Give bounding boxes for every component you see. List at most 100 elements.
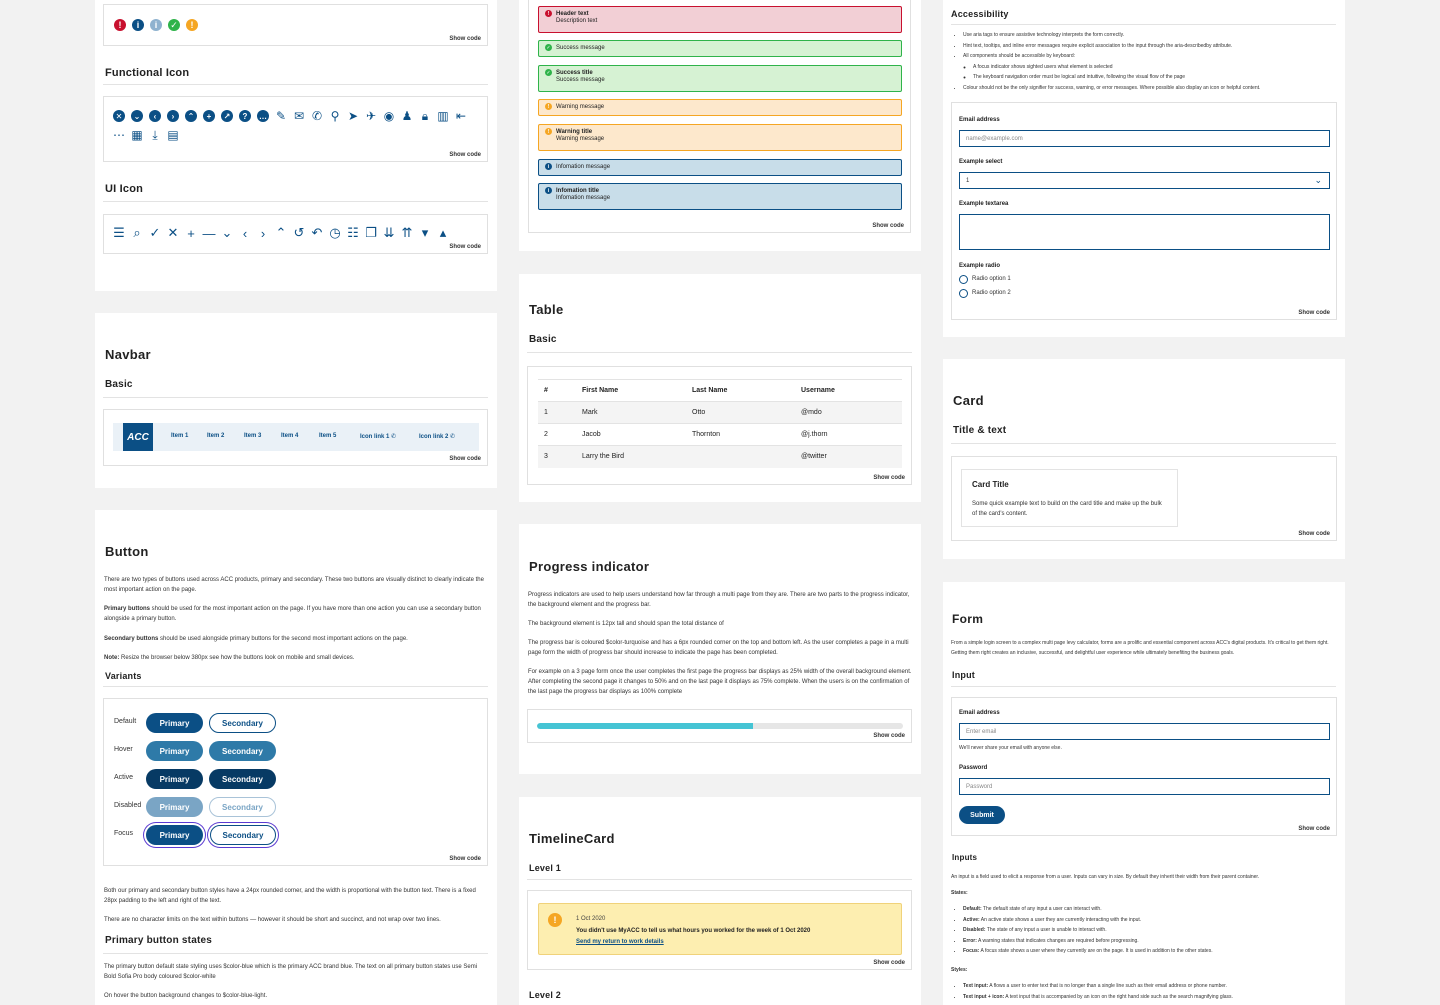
- accessibility-form-box: Email address name@example.com Example s…: [951, 102, 1337, 320]
- show-code-link[interactable]: Show code: [1298, 826, 1330, 832]
- primary-button-disabled[interactable]: Primary: [146, 797, 203, 817]
- show-code-link[interactable]: Show code: [872, 223, 904, 229]
- secondary-button-default[interactable]: Secondary: [209, 713, 276, 733]
- alert-text: Success message: [556, 45, 605, 52]
- timeline-level1: Level 1: [529, 863, 561, 873]
- list-item: Text input + icon: A text input that is …: [963, 992, 1339, 1003]
- show-code-link[interactable]: Show code: [449, 456, 481, 462]
- table-cell: Mark: [576, 401, 686, 424]
- submit-button[interactable]: Submit: [959, 806, 1005, 824]
- chevron-left-icon: ‹: [242, 225, 248, 241]
- show-code-link[interactable]: Show code: [449, 152, 481, 158]
- card-heading: Card Title: [972, 480, 1009, 489]
- primary-button-default[interactable]: Primary: [146, 713, 203, 733]
- email-input[interactable]: Enter email: [959, 723, 1330, 740]
- nav-icon-link-1-label: Icon link 1: [360, 434, 390, 440]
- state-key: Disabled:: [963, 927, 986, 933]
- double-chevron-down-icon: ⇊: [383, 225, 395, 240]
- success-icon: ✓: [168, 19, 180, 31]
- download-icon: ⤓: [152, 127, 158, 142]
- primary-states-title: Primary button states: [105, 935, 213, 946]
- example-select[interactable]: 1 ⌄: [959, 172, 1330, 189]
- show-code-link[interactable]: Show code: [1298, 310, 1330, 316]
- table-header-cell: #: [538, 379, 576, 402]
- nav-item-3[interactable]: Item 3: [244, 433, 262, 439]
- nav-item-2[interactable]: Item 2: [207, 433, 225, 439]
- list-item: Active: An active state shows a user the…: [963, 915, 1339, 926]
- nav-item-4[interactable]: Item 4: [281, 433, 299, 439]
- secondary-button-hover[interactable]: Secondary: [209, 741, 276, 761]
- table-subtitle: Basic: [529, 334, 557, 345]
- button-note: Note: Resize the browser below 380px see…: [104, 653, 486, 663]
- show-code-link[interactable]: Show code: [873, 733, 905, 739]
- example-textarea[interactable]: [959, 214, 1330, 250]
- mail-icon: ✉: [293, 109, 305, 123]
- variant-label-default: Default: [114, 718, 137, 725]
- list-item-text: All components should be accessible by k…: [963, 53, 1076, 59]
- card-text: Some quick example text to build on the …: [972, 501, 1162, 517]
- password-input[interactable]: Password: [959, 778, 1330, 795]
- navbar-subtitle: Basic: [105, 379, 133, 390]
- show-code-link[interactable]: Show code: [449, 36, 481, 42]
- alert-text: Success message: [556, 77, 605, 84]
- progress-p2: The background element is 12px tall and …: [528, 621, 724, 627]
- table-cell: Thornton: [686, 423, 795, 446]
- primary-button-hover[interactable]: Primary: [146, 741, 203, 761]
- nav-icon-link-1[interactable]: Icon link 1 ✆: [360, 433, 396, 440]
- primary-button-active[interactable]: Primary: [146, 769, 203, 789]
- show-code-link[interactable]: Show code: [449, 856, 481, 862]
- button-after-2: There are no character limits on the tex…: [104, 917, 441, 923]
- navbar: ACC Item 1 Item 2 Item 3 Item 4 Item 5 I…: [113, 423, 479, 451]
- variant-label-disabled: Disabled: [114, 802, 142, 809]
- radio-option-2[interactable]: [959, 289, 968, 298]
- eye-icon: ◉: [383, 109, 395, 123]
- date: 1 Oct 2020: [576, 916, 606, 922]
- table-cell: Otto: [686, 401, 795, 424]
- show-code-link[interactable]: Show code: [1298, 531, 1330, 537]
- secondary-button-active[interactable]: Secondary: [209, 769, 276, 789]
- progress-bar: [537, 723, 753, 729]
- status-icons-box: ! i i ✓ ! Show code: [103, 4, 488, 46]
- email-label: Email address: [959, 710, 1000, 716]
- show-code-link[interactable]: Show code: [873, 960, 905, 966]
- primary-states-1: The primary button default state styling…: [104, 964, 478, 980]
- textarea-label: Example textarea: [959, 201, 1009, 207]
- menu-icon: ☰: [113, 225, 125, 240]
- acc-logo[interactable]: ACC: [123, 423, 153, 451]
- alert-info-titled: i Infomation title Infomation message: [538, 183, 902, 210]
- form-title: Form: [952, 612, 984, 626]
- table-header-cell: First Name: [576, 379, 686, 402]
- variant-label-focus: Focus: [114, 830, 134, 837]
- radio-label: Example radio: [959, 263, 1001, 269]
- alert-title: Header text: [556, 11, 589, 18]
- functional-icon-title: Functional Icon: [105, 67, 190, 79]
- chevron-down-icon: ⌄: [1314, 175, 1322, 185]
- nav-item-1[interactable]: Item 1: [171, 433, 189, 439]
- card-example-box: Card Title Some quick example text to bu…: [951, 456, 1337, 541]
- primary-button-focus[interactable]: Primary: [146, 825, 203, 845]
- secondary-button-disabled[interactable]: Secondary: [209, 797, 276, 817]
- table-title: Table: [529, 302, 564, 317]
- chevron-right-circle-icon: ›: [167, 110, 179, 122]
- timeline-level2: Level 2: [529, 990, 561, 1000]
- pencil-icon: ✎: [275, 109, 287, 123]
- button-primary-desc: Primary buttons should be used for the m…: [104, 604, 486, 624]
- list-item: Text input: A flows a user to enter text…: [963, 981, 1339, 992]
- state-value: A focus state shows a user where they cu…: [979, 948, 1213, 954]
- nav-item-5[interactable]: Item 5: [319, 433, 337, 439]
- table-row: 3 Larry the Bird @twitter: [538, 445, 902, 468]
- secondary-button-focus[interactable]: Secondary: [210, 825, 276, 845]
- email-input[interactable]: name@example.com: [959, 130, 1330, 147]
- alert-info: i Infomation message: [538, 159, 902, 176]
- double-chevron-up-icon: ⇈: [401, 225, 413, 240]
- button-after-1: Both our primary and secondary button st…: [104, 888, 476, 904]
- show-code-link[interactable]: Show code: [449, 244, 481, 250]
- nav-icon-link-2[interactable]: Icon link 2 ✆: [419, 433, 455, 440]
- note-bold: Note:: [104, 655, 120, 661]
- show-code-link[interactable]: Show code: [873, 475, 905, 481]
- state-key: Active:: [963, 916, 980, 923]
- note-text: Resize the browser below 380px see how t…: [119, 655, 355, 661]
- list-item: Error: A warning states that indicates c…: [963, 936, 1339, 947]
- radio-option-1[interactable]: [959, 275, 968, 284]
- timeline-link[interactable]: Send my return to work details: [576, 939, 664, 945]
